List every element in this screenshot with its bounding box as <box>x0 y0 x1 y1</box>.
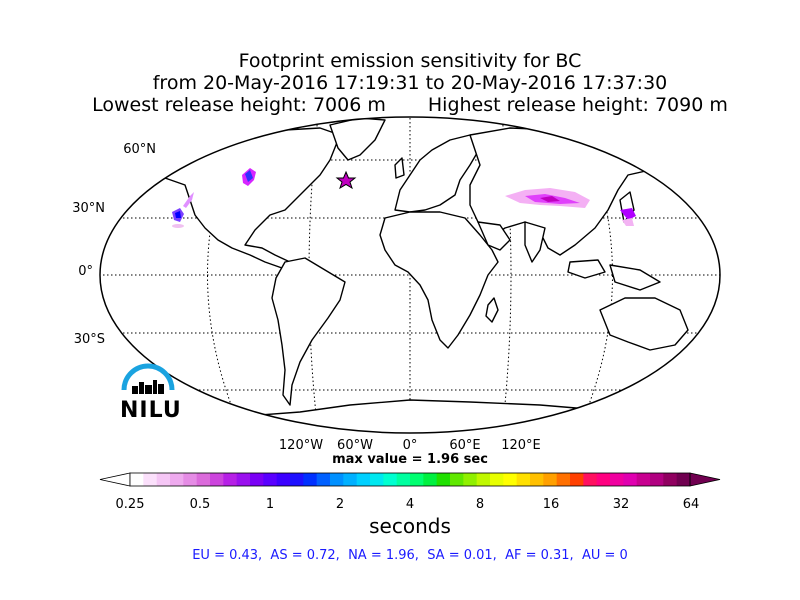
colorbar-tick: 16 <box>542 497 560 512</box>
colorbar-tick: 4 <box>405 497 415 512</box>
colorbar-segment <box>156 473 171 486</box>
lat-label-30s: 30°S <box>73 332 105 347</box>
colorbar-segment <box>463 473 478 486</box>
title-line-1: Footprint emission sensitivity for BC <box>238 50 582 72</box>
colorbar-segment <box>530 473 544 486</box>
lon-label-60w: 60°W <box>337 438 373 453</box>
colorbar-min-arrow <box>99 472 131 487</box>
colorbar-segment <box>623 473 638 486</box>
colorbar-tick: 64 <box>682 497 700 512</box>
lat-label-30n: 30°N <box>72 201 105 216</box>
sensitivity-patches <box>172 168 636 228</box>
colorbar-segment <box>516 473 531 486</box>
colorbar-segment <box>236 473 251 486</box>
coastlines <box>149 117 711 433</box>
antarctica <box>149 399 701 433</box>
colorbar-tick: 8 <box>475 497 485 512</box>
colorbar-segment <box>343 473 358 486</box>
colorbar-segment <box>436 473 451 486</box>
colorbar-tick: 0.5 <box>189 497 211 512</box>
south-america <box>271 257 346 406</box>
colorbar-segment <box>130 473 144 486</box>
australia <box>599 297 689 351</box>
colorbar-segment <box>610 473 624 486</box>
colorbar-segment <box>250 473 264 486</box>
colorbar-segment <box>450 473 464 486</box>
nilu-logo-icon <box>121 363 175 394</box>
colorbar-segment <box>596 473 611 486</box>
nilu-logo-text: NILU <box>120 398 182 423</box>
lon-label-60e: 60°E <box>449 438 481 453</box>
colorbar-segment <box>263 473 278 486</box>
colorbar-segment <box>290 473 304 486</box>
lon-label-120e: 120°E <box>501 438 541 453</box>
colorbar-segment <box>356 473 371 486</box>
colorbar-segment <box>183 473 198 486</box>
colorbar-segment <box>410 473 424 486</box>
patch-east-asia <box>620 208 636 220</box>
colorbar-tick: 0.25 <box>115 497 145 512</box>
colorbar-segment <box>423 473 438 486</box>
region-values: EU = 0.43, AS = 0.72, NA = 1.96, SA = 0.… <box>192 548 628 563</box>
colorbar-max-arrow <box>689 472 721 487</box>
colorbar-segment <box>570 473 584 486</box>
colorbar-segment <box>396 473 411 486</box>
lon-label-0: 0° <box>402 438 418 453</box>
colorbar-segment <box>316 473 331 486</box>
title-line-2: from 20-May-2016 17:19:31 to 20-May-2016… <box>152 72 668 94</box>
colorbar-unit-label: seconds <box>369 514 451 538</box>
colorbar-segment <box>210 473 224 486</box>
colorbar-segment <box>556 473 571 486</box>
colorbar-segment <box>370 473 384 486</box>
north-america <box>149 127 341 269</box>
colorbar-segment <box>650 473 664 486</box>
colorbar-tick: 1 <box>265 497 275 512</box>
lon-label-120w: 120°W <box>278 438 324 453</box>
colorbar-frame <box>129 472 691 487</box>
lowest-release-height: Lowest release height: 7006 m <box>92 94 386 116</box>
colorbar-segment <box>490 473 504 486</box>
colorbar-segment <box>276 473 291 486</box>
title-line-3: Lowest release height: 7006 m Highest rel… <box>0 94 800 116</box>
max-value-label: max value = 1.96 sec <box>332 452 488 467</box>
colorbar-segment <box>170 473 184 486</box>
colorbar-segment <box>383 473 398 486</box>
release-star-icon <box>335 170 357 190</box>
lat-label-0: 0° <box>78 264 93 279</box>
colorbar-segment <box>303 473 318 486</box>
colorbar-tick: 32 <box>612 497 630 512</box>
colorbar-segment <box>143 473 158 486</box>
colorbar-segment <box>330 473 344 486</box>
colorbar-segment <box>663 473 678 486</box>
lat-label-60n: 60°N <box>123 142 156 157</box>
colorbar-segment <box>636 473 651 486</box>
africa <box>379 211 499 349</box>
colorbar-segment <box>476 473 491 486</box>
highest-release-height: Highest release height: 7090 m <box>427 94 728 116</box>
colorbar-segment <box>543 473 558 486</box>
colorbar-segment <box>223 473 238 486</box>
colorbar-tick: 2 <box>335 497 345 512</box>
colorbar-segment <box>676 473 691 486</box>
colorbar-segment <box>583 473 598 486</box>
colorbar-segment <box>503 473 518 486</box>
colorbar-segment <box>196 473 211 486</box>
